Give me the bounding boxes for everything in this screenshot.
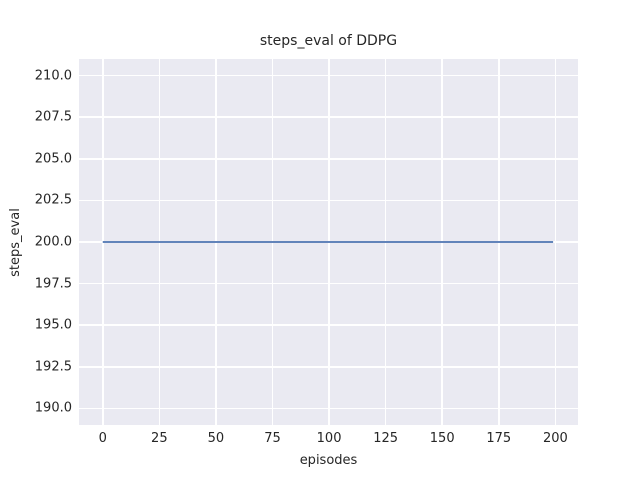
x-tick-label: 200 <box>542 431 568 446</box>
y-tick-label: 210.0 <box>34 68 72 84</box>
x-tick-label: 100 <box>316 431 342 446</box>
chart-title: steps_eval of DDPG <box>259 33 398 49</box>
y-tick-label: 195.0 <box>34 317 72 333</box>
x-tick-label: 175 <box>486 431 512 446</box>
y-tick-label: 205.0 <box>34 151 72 167</box>
y-axis-label: steps_eval <box>7 207 23 277</box>
x-tick-label: 125 <box>373 431 399 446</box>
x-tick-label: 150 <box>429 431 455 446</box>
x-tick-label: 50 <box>207 431 225 446</box>
y-tick-label: 190.0 <box>34 400 72 416</box>
y-gridline <box>79 407 578 410</box>
x-tick-label: 75 <box>264 431 281 446</box>
y-gridline <box>79 324 578 326</box>
plot-area <box>79 59 578 425</box>
series-layer <box>102 241 554 243</box>
y-gridline <box>79 158 578 160</box>
y-tick-label: 202.5 <box>34 192 72 208</box>
x-tick-label: 25 <box>151 431 168 446</box>
y-gridline <box>79 366 578 368</box>
y-gridline <box>79 74 578 77</box>
y-axis-label-box: steps_eval <box>0 59 30 425</box>
y-gridline <box>79 116 578 118</box>
y-tick-label: 192.5 <box>34 359 72 375</box>
y-gridline <box>79 199 578 202</box>
x-tick-label: 0 <box>98 431 107 446</box>
y-tick-label: 197.5 <box>34 276 72 292</box>
y-tick-label: 207.5 <box>34 109 72 125</box>
y-tick-label: 200.0 <box>34 234 72 250</box>
x-axis-label: episodes <box>299 453 358 468</box>
y-gridline <box>79 282 578 285</box>
